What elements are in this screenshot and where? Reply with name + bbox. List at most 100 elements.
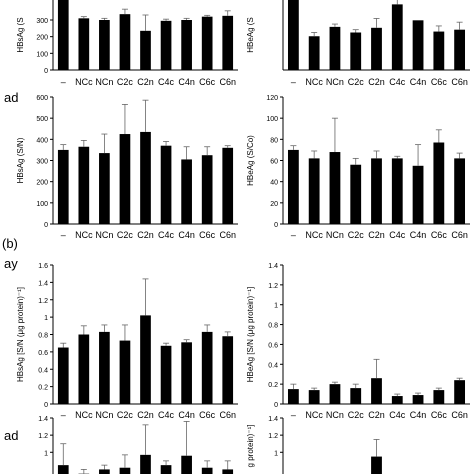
bar-C2n (371, 158, 382, 224)
y-tick-label: 500 (36, 116, 48, 123)
x-tick-label: C4n (178, 77, 195, 87)
bar-C4n (412, 395, 424, 404)
bar-C6c (433, 31, 445, 70)
row-label-ay: ay (4, 256, 18, 271)
x-tick-label: C6c (431, 410, 448, 420)
bar-C4n (412, 165, 424, 224)
bar-C6c (201, 16, 213, 71)
row-label-ad-upper: ad (4, 90, 18, 105)
x-tick-label: C6n (219, 230, 236, 240)
x-tick-label: C6c (199, 410, 216, 420)
chart-panel-b-ay-right: 0 0.2 0.4 0.6 0.8 1 1.2 1.4 HBeAg [S/N (μg prote… (246, 263, 470, 420)
y-tick-label: 120 (266, 95, 278, 102)
bar-NCn (329, 384, 341, 404)
bar-C6n (222, 15, 234, 71)
y-tick-label: 1.4 (38, 280, 48, 287)
x-tick-label: NCn (326, 410, 344, 420)
chart-panel-a-ad-left: 0 100 200 300 400 500 600 HBsAg (S/N) – NCc NCn C2c… (16, 95, 238, 240)
y-tick-label: 600 (36, 95, 48, 102)
y-tick-label: 1 (274, 303, 278, 310)
x-tick-label: NCn (95, 410, 113, 420)
x-tick-label: NCc (75, 230, 93, 240)
bar-C6n (222, 147, 234, 224)
bar-C2c (119, 134, 131, 224)
bar-C2n (140, 315, 151, 404)
y-tick-label: 1.2 (268, 283, 278, 290)
y-tick-label: 0.8 (38, 333, 48, 340)
y-tick-label: 100 (36, 51, 48, 58)
bar-NCn (99, 469, 110, 474)
x-tick-label: C2c (117, 410, 134, 420)
x-tick-label: NCc (75, 410, 93, 420)
bar-C2c (119, 467, 131, 474)
bar-– (57, 347, 69, 404)
x-tick-label: NCn (95, 230, 113, 240)
y-tick-label: 0 (274, 222, 278, 229)
bar-C6c (433, 390, 445, 404)
bar-C4c (391, 4, 403, 70)
bar-C4c (160, 145, 172, 224)
y-tick-label: 100 (266, 116, 278, 123)
x-tick-label: C6n (219, 410, 236, 420)
bar-C4c (160, 345, 172, 404)
bar-NCc (308, 36, 320, 70)
bar-– (287, 389, 299, 404)
bar-C6n (222, 469, 234, 474)
x-tick-label: – (61, 230, 66, 240)
row-label-ad-lower: ad (4, 428, 18, 443)
bar-C4n (181, 20, 192, 70)
bar-C2n (371, 27, 382, 70)
bar-C4n (181, 455, 192, 474)
bar-C6n (454, 380, 466, 404)
bar-C2n (140, 131, 151, 224)
x-tick-label: – (61, 77, 66, 87)
x-tick-label: NCc (305, 77, 323, 87)
x-tick-label: C4c (158, 410, 175, 420)
y-tick-label: 1 (44, 315, 48, 322)
x-tick-label: NCc (305, 230, 323, 240)
y-tick-label: 80 (270, 137, 278, 144)
x-tick-label: C6c (431, 230, 448, 240)
x-tick-label: NCn (326, 230, 344, 240)
x-tick-label: C2c (348, 77, 365, 87)
y-tick-label: 1 (274, 450, 278, 457)
y-tick-label: 20 (270, 201, 278, 208)
chart-panel-b-ad-left: 1 1.2 1.4 (38, 416, 234, 474)
bar-NCc (78, 146, 90, 224)
x-tick-label: C6n (451, 410, 468, 420)
bar-– (287, 149, 299, 224)
y-tick-label: 1.4 (38, 416, 48, 423)
bar-NCn (99, 153, 110, 224)
y-tick-label: 0 (44, 222, 48, 229)
bar-C6n (454, 158, 466, 224)
bar-– (57, 149, 69, 224)
x-tick-label: C6n (219, 77, 236, 87)
panel-label-b: (b) (2, 236, 18, 251)
y-tick-label: 60 (270, 159, 278, 166)
bar-C4c (391, 396, 403, 404)
chart-panel-b-ay-left: 0 0.2 0.4 0.6 0.8 1 1.2 1.4 1.6 HBsAg [S/N (μg pr… (16, 263, 238, 420)
x-tick-label: C6n (451, 230, 468, 240)
x-tick-label: C4n (410, 77, 427, 87)
bar-C4c (160, 20, 172, 70)
bar-C2n (371, 378, 382, 404)
x-tick-label: C2n (368, 230, 385, 240)
bar-– (57, 0, 69, 70)
x-tick-label: – (291, 77, 296, 87)
y-tick-label: 1.2 (38, 433, 48, 440)
bar-C2n (140, 454, 151, 474)
y-axis-label: HBeAg (S (246, 17, 255, 53)
bar-C6c (201, 331, 213, 404)
y-tick-label: 0.6 (38, 350, 48, 357)
y-tick-label: 1.2 (268, 433, 278, 440)
y-tick-label: 300 (36, 159, 48, 166)
bar-C2n (371, 456, 382, 474)
x-tick-label: C2n (137, 77, 154, 87)
y-axis-label: g protein)⁻¹] (246, 425, 255, 468)
bar-C6n (454, 29, 466, 70)
y-tick-label: 1.4 (268, 263, 278, 270)
x-tick-label: C6n (451, 77, 468, 87)
x-tick-label: C6c (199, 77, 216, 87)
y-tick-label: 0.2 (268, 382, 278, 389)
